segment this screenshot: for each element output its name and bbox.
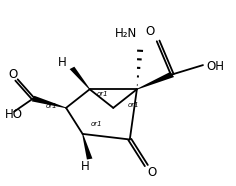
Text: HO: HO <box>5 108 23 121</box>
Text: H: H <box>80 160 89 173</box>
Polygon shape <box>137 72 174 90</box>
Polygon shape <box>82 134 93 160</box>
Polygon shape <box>70 67 90 89</box>
Text: or1: or1 <box>46 103 58 109</box>
Text: O: O <box>8 68 18 81</box>
Text: O: O <box>148 166 157 179</box>
Text: or1: or1 <box>91 121 103 127</box>
Text: or1: or1 <box>97 91 109 97</box>
Text: H: H <box>58 56 67 69</box>
Text: or1: or1 <box>127 102 139 108</box>
Text: OH: OH <box>206 60 224 73</box>
Text: H₂N: H₂N <box>115 27 137 40</box>
Polygon shape <box>32 96 66 108</box>
Text: O: O <box>145 25 155 38</box>
